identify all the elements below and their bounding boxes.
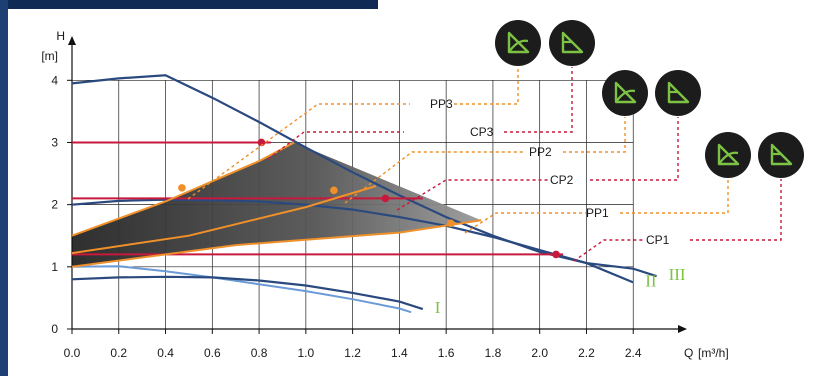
marker-cp2 bbox=[381, 194, 390, 203]
x-tick-label: 1.6 bbox=[438, 346, 455, 360]
x-tick-label: 0.6 bbox=[204, 346, 221, 360]
callout-leader bbox=[464, 212, 586, 234]
icon-curve bbox=[508, 39, 529, 53]
x-tick-label: 1.4 bbox=[391, 346, 408, 360]
callout-leader bbox=[454, 67, 519, 105]
x-tick-label: 2.4 bbox=[625, 346, 642, 360]
y-tick-label: 0 bbox=[51, 322, 58, 336]
y-tick-label: 4 bbox=[51, 73, 58, 87]
x-tick-label: 0.4 bbox=[157, 346, 174, 360]
y-axis-unit: [m] bbox=[41, 49, 58, 63]
top-banner bbox=[8, 0, 378, 9]
speed-label-ii: II bbox=[645, 271, 657, 290]
callout-leader bbox=[563, 117, 626, 153]
marker-pp1 bbox=[447, 219, 455, 228]
speed-label-i: I bbox=[435, 298, 441, 317]
x-tick-label: 0.8 bbox=[251, 346, 268, 360]
x-tick-label: 1.2 bbox=[344, 346, 361, 360]
x-tick-label: 1.0 bbox=[298, 346, 315, 360]
y-tick-label: 2 bbox=[51, 198, 58, 212]
callout-leader bbox=[187, 103, 410, 200]
callout-label-cp1: CP1 bbox=[646, 233, 670, 247]
proportional-pressure-icon bbox=[717, 143, 740, 166]
callout-leader bbox=[573, 239, 644, 262]
callout-leader bbox=[590, 117, 679, 181]
callout-leader bbox=[690, 179, 782, 241]
marker-cp3 bbox=[257, 138, 266, 147]
icon-curve bbox=[718, 151, 739, 165]
chart-frame bbox=[8, 0, 820, 376]
constant-pressure-icon bbox=[561, 31, 584, 54]
proportional-line-pp2 bbox=[71, 185, 377, 255]
speed-curve-i bbox=[71, 275, 424, 311]
proportional-pressure-icon bbox=[614, 81, 637, 104]
callout-label-cp2: CP2 bbox=[550, 173, 574, 187]
callout-label-cp3: CP3 bbox=[470, 125, 494, 139]
y-axis-arrow bbox=[68, 36, 76, 45]
proportional-line-pp1 bbox=[71, 219, 482, 268]
x-tick-label: 2.2 bbox=[578, 346, 595, 360]
y-tick-label: 3 bbox=[51, 135, 58, 149]
callout-leader bbox=[267, 131, 404, 160]
callout-leader bbox=[620, 179, 729, 214]
speed-label-iii: III bbox=[669, 265, 686, 284]
y-tick-label: 1 bbox=[51, 260, 58, 274]
constant-pressure-icon bbox=[667, 81, 690, 104]
callout-label-pp2: PP2 bbox=[529, 145, 552, 159]
marker-pp2 bbox=[330, 186, 338, 195]
marker-pp3 bbox=[178, 184, 186, 192]
operating-zone bbox=[72, 142, 482, 267]
callout-leader bbox=[344, 151, 524, 204]
x-axis-label: Q bbox=[684, 346, 693, 360]
y-axis-label: H bbox=[56, 29, 65, 43]
callout-label-pp3: PP3 bbox=[430, 97, 453, 111]
min-power-curve bbox=[71, 265, 412, 314]
callout-label-pp1: PP1 bbox=[586, 206, 609, 220]
constant-pressure-icon bbox=[770, 143, 793, 166]
speed-curve-ii bbox=[71, 198, 634, 284]
x-tick-label: 1.8 bbox=[485, 346, 502, 360]
marker-cp1 bbox=[552, 250, 560, 259]
x-axis-arrow bbox=[678, 325, 687, 333]
callout-leader bbox=[396, 179, 548, 211]
x-axis-unit: [m³/h] bbox=[698, 346, 729, 360]
proportional-pressure-icon bbox=[507, 31, 530, 54]
icon-curve bbox=[615, 89, 636, 103]
x-tick-label: 2.0 bbox=[531, 346, 548, 360]
callout-leader bbox=[504, 67, 573, 133]
x-tick-label: 0.2 bbox=[110, 346, 127, 360]
x-tick-label: 0.0 bbox=[64, 346, 81, 360]
